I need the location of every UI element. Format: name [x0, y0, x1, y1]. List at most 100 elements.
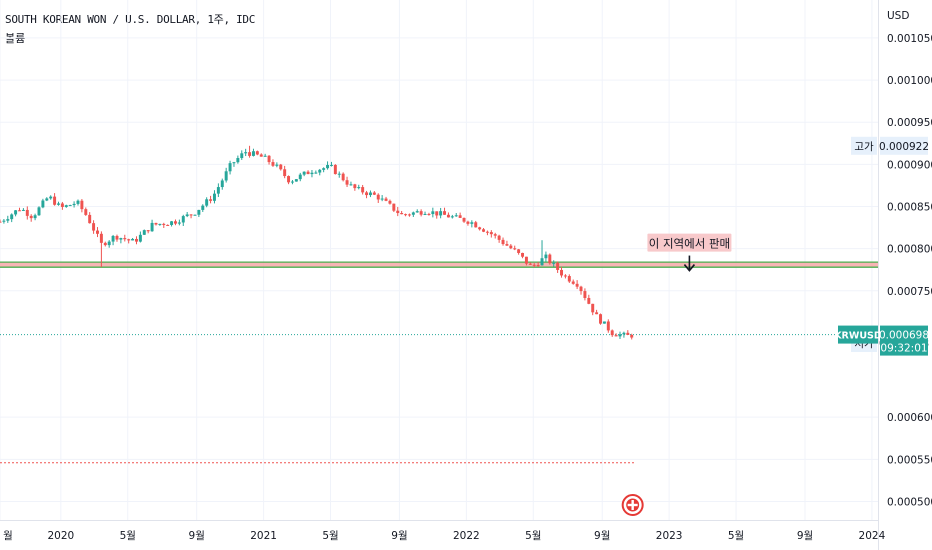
candle-down [493, 232, 497, 239]
candle-down [517, 248, 521, 255]
candle-down [306, 170, 310, 175]
candle-down [96, 227, 99, 238]
candle-body [560, 269, 564, 276]
candle-up [411, 211, 415, 217]
candle-body [123, 238, 127, 240]
candle-up [236, 155, 240, 164]
candle-down [497, 234, 501, 243]
candle-up [201, 204, 205, 212]
candle-body [18, 210, 21, 212]
candle-body [489, 232, 493, 235]
candle-down [610, 329, 614, 337]
candle-body [72, 203, 76, 206]
candle-up [212, 190, 216, 204]
candle-down [18, 207, 21, 212]
x-tick-label: 2024 [859, 530, 886, 542]
candle-body [372, 192, 376, 195]
candle-up [111, 234, 115, 246]
candle-down [392, 203, 396, 213]
candle-up [380, 195, 384, 202]
candle-body [185, 214, 189, 217]
candle-down [419, 209, 423, 217]
candle-body [610, 330, 614, 336]
candle-up [349, 181, 353, 186]
candle-body [255, 151, 259, 155]
candle-up [220, 178, 224, 190]
candle-body [181, 216, 185, 223]
candle-down [501, 237, 505, 246]
candle-up [240, 150, 244, 160]
candle-down [630, 333, 634, 340]
candle-down [255, 150, 259, 156]
candle-down [509, 244, 513, 250]
candle-down [591, 303, 595, 316]
sell-zone-band [0, 262, 878, 268]
candle-body [10, 214, 14, 220]
candle-up [602, 321, 606, 324]
candle-body [205, 199, 209, 206]
candle-body [99, 233, 103, 243]
candle-down [267, 155, 271, 165]
candle-down [485, 230, 489, 236]
candle-body [532, 264, 536, 266]
high-label-bg [851, 136, 877, 155]
candle-down [271, 159, 275, 167]
candle-up [49, 195, 53, 200]
candle-body [521, 252, 525, 257]
candle-up [72, 201, 76, 208]
candle-body [232, 162, 236, 164]
candle-down [333, 164, 337, 175]
candle-down [376, 193, 380, 203]
candle-body [563, 275, 567, 277]
economic-event-icon[interactable] [621, 494, 644, 516]
symbol-tag-bg [838, 325, 878, 344]
candle-up [45, 197, 49, 202]
candle-down [283, 165, 287, 179]
candle-up [415, 209, 419, 213]
candle-body [509, 245, 513, 249]
sell-zone-annotation: 이 지역에서 판매 [647, 233, 732, 272]
candle-down [567, 274, 571, 283]
candles-group [0, 145, 634, 340]
candle-body [497, 235, 501, 240]
x-tick-label: 5월 [120, 530, 136, 542]
candle-up [142, 229, 146, 235]
candle-down [53, 193, 57, 206]
candle-body [60, 203, 64, 207]
candle-down [571, 279, 575, 285]
candle-down [446, 212, 450, 218]
candle-body [411, 212, 415, 215]
candle-body [329, 164, 333, 166]
candle-body [427, 213, 431, 215]
candle-down [532, 263, 536, 268]
candle-body [567, 276, 571, 282]
candle-up [544, 251, 548, 262]
candle-up [337, 171, 341, 178]
candle-up [14, 209, 18, 217]
candle-body [107, 241, 111, 246]
candle-body [80, 200, 84, 210]
candle-down [173, 219, 177, 226]
candle-down [365, 190, 369, 199]
candle-down [462, 217, 466, 223]
candle-up [228, 160, 232, 175]
candle-body [193, 214, 197, 216]
candle-up [470, 220, 474, 228]
candle-body [466, 221, 470, 224]
candle-body [388, 200, 392, 204]
candle-body [407, 214, 411, 216]
candle-down [25, 206, 29, 220]
candle-body [115, 235, 119, 240]
candle-down [353, 183, 357, 191]
x-tick-label: 2022 [453, 530, 480, 542]
candle-body [33, 215, 37, 219]
candle-down [579, 285, 583, 295]
candle-body [201, 205, 205, 210]
candle-down [400, 210, 404, 215]
candle-down [189, 214, 193, 219]
candle-up [6, 215, 10, 223]
